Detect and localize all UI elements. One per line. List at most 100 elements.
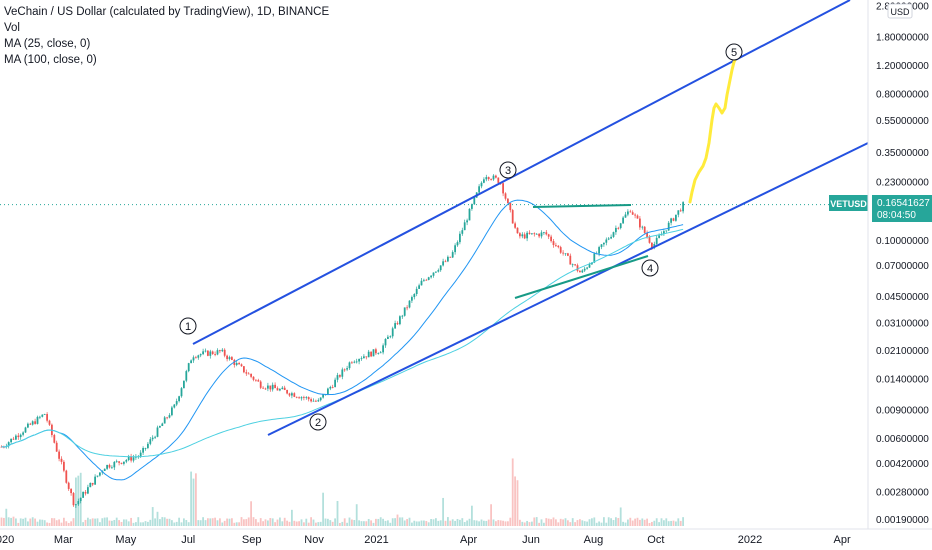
volume-bar — [581, 520, 584, 526]
projection-path[interactable] — [688, 56, 738, 204]
price-tick-label: 0.04500000 — [876, 292, 929, 303]
volume-bar — [658, 522, 660, 526]
candle-body — [463, 222, 466, 231]
volume-bar — [442, 497, 444, 526]
time-tick-label: Nov — [304, 534, 324, 546]
candle-body — [432, 272, 435, 276]
volume-bar — [367, 518, 370, 526]
triangle-upper-line[interactable] — [532, 204, 632, 208]
volume-bar — [351, 519, 353, 526]
candle-body — [63, 461, 65, 471]
candle-body — [415, 288, 418, 295]
candle-body — [79, 497, 82, 502]
triangle-lower-line[interactable] — [514, 255, 649, 299]
volume-bar — [334, 518, 336, 526]
volume-bar — [295, 521, 298, 526]
candle-body — [538, 233, 540, 237]
candle-body — [559, 247, 562, 253]
candle-body — [259, 381, 262, 388]
candle-body — [533, 233, 536, 235]
volume-bar — [331, 521, 334, 526]
volume-bar — [454, 520, 456, 526]
candle-body — [365, 356, 368, 358]
volume-bar — [300, 519, 303, 526]
candle-body — [147, 443, 149, 448]
volume-bar — [497, 520, 500, 526]
wave-label-circle — [641, 259, 659, 277]
volume-bar — [456, 518, 459, 526]
wave-label[interactable]: 5 — [725, 43, 743, 61]
candle-body — [413, 294, 416, 298]
candle-body — [329, 386, 332, 389]
channel-lower-line[interactable] — [267, 142, 869, 436]
volume-bar — [639, 519, 641, 526]
volume-bar — [538, 522, 540, 526]
volume-bar — [27, 521, 29, 526]
volume-bar — [315, 522, 317, 526]
candle-body — [550, 236, 552, 242]
wave-label[interactable]: 3 — [499, 161, 517, 179]
candle-body — [591, 262, 593, 265]
currency-badge[interactable]: USD — [887, 3, 913, 19]
volume-bar — [41, 519, 44, 526]
volume-bar — [379, 517, 382, 526]
volume-bar — [231, 518, 233, 526]
volume-bar — [43, 520, 46, 526]
volume-bar — [135, 522, 137, 526]
volume-bar — [382, 518, 384, 526]
wave-label[interactable]: 1 — [179, 317, 197, 335]
candle-body — [634, 214, 636, 216]
candle-body — [115, 461, 118, 463]
volume-bar — [120, 521, 123, 526]
candle-body — [255, 379, 257, 381]
wave-label[interactable]: 2 — [309, 413, 327, 431]
candle-body — [180, 388, 183, 397]
candle-body — [183, 380, 185, 389]
candle-body — [298, 397, 300, 399]
volume-bar — [125, 519, 128, 526]
time-tick-label: Sep — [242, 534, 262, 546]
candle-body — [353, 361, 356, 363]
candle-body — [72, 493, 75, 506]
ma25-line — [1, 199, 684, 481]
volume-bar — [36, 521, 39, 526]
volume-bar — [192, 478, 195, 526]
volume-bar — [307, 522, 310, 526]
candle-body — [492, 175, 495, 180]
volume-bar — [51, 518, 53, 526]
volume-bar — [209, 518, 212, 526]
candle-body — [485, 177, 488, 180]
volume-bar — [540, 519, 543, 526]
candle-body — [235, 363, 238, 365]
volume-bar — [113, 519, 116, 526]
volume-bar — [607, 517, 610, 526]
volume-bar — [528, 522, 531, 526]
volume-bar — [262, 521, 264, 526]
candle-body — [528, 232, 531, 235]
price-tick-label: 0.00900000 — [876, 406, 929, 417]
candle-body — [163, 417, 166, 424]
candle-body — [118, 461, 120, 463]
volume-bar — [298, 521, 300, 526]
candle-body — [567, 253, 569, 256]
candle-body — [166, 417, 168, 419]
wave-label[interactable]: 4 — [641, 259, 659, 277]
volume-bar — [564, 518, 567, 526]
candle-body — [199, 354, 202, 356]
candle-body — [209, 351, 212, 356]
volume-bar — [629, 517, 632, 526]
time-axis[interactable]: 2020 Mar May Jul Sep Nov 2021 Apr Jun Aug Oct 2022 A… — [0, 534, 851, 546]
candle-body — [75, 504, 77, 506]
candle-body — [471, 204, 473, 209]
wave-label-text: 5 — [731, 47, 737, 59]
candle-body — [586, 267, 588, 269]
candle-body — [358, 359, 360, 362]
volume-bar — [480, 519, 483, 526]
wave-label-text: 3 — [505, 165, 511, 177]
volume-bar — [660, 518, 663, 526]
price-axis[interactable]: 2.800000001.800000001.200000000.80000000… — [876, 1, 929, 526]
candle-body — [507, 198, 509, 204]
